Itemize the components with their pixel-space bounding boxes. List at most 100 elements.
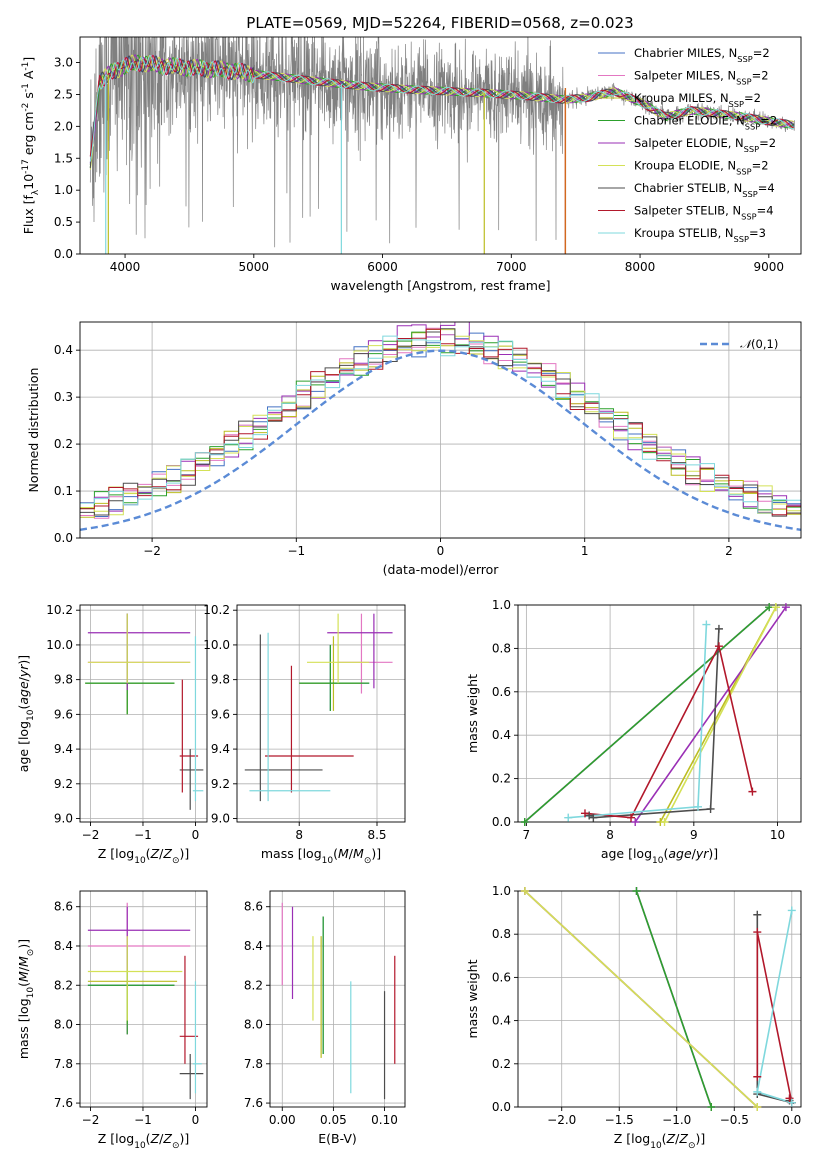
- x-tick-label: 7000: [496, 260, 527, 274]
- weight-marker: [748, 787, 757, 796]
- weight-marker: [520, 818, 529, 826]
- y-tick-label: 0.4: [54, 343, 73, 357]
- y-tick-label: 9.8: [211, 673, 230, 687]
- x-tick-label: −2: [82, 828, 100, 842]
- x-axis-label: wavelength [Angstrom, rest frame]: [330, 278, 550, 293]
- x-tick-label: −2.0: [547, 1113, 576, 1127]
- y-tick-label: 0.1: [54, 484, 73, 498]
- legend-label: Chabrier STELIB, NSSP=4: [634, 181, 775, 199]
- legend-label: Salpeter STELIB, NSSP=4: [634, 204, 774, 222]
- y-tick-label: 9.8: [54, 673, 73, 687]
- y-tick-label: 7.6: [244, 1096, 263, 1110]
- weight-marker: [580, 809, 589, 818]
- plot-area-age_vs_Z: [85, 613, 204, 810]
- y-tick-label: 7.8: [244, 1057, 263, 1071]
- weight-marker: [707, 1103, 716, 1111]
- axes-frame: [79, 890, 208, 1108]
- x-tick-label: 8.5: [367, 828, 386, 842]
- x-tick-label: 0: [192, 828, 200, 842]
- x-tick-label: −2: [82, 1113, 100, 1127]
- y-tick-label: 0.8: [492, 641, 511, 655]
- weight-marker: [765, 603, 774, 612]
- weight-marker: [787, 906, 796, 915]
- weight-marker: [631, 818, 640, 826]
- weight-marker: [781, 603, 790, 612]
- weight-line: [588, 628, 720, 819]
- weight-marker: [753, 1087, 762, 1096]
- y-tick-label: 0.0: [492, 1100, 511, 1114]
- y-tick-label: 0.6: [492, 685, 511, 699]
- weight-marker: [706, 804, 715, 813]
- x-tick-label: 0: [437, 544, 445, 558]
- axes-frame: [517, 890, 802, 1108]
- y-tick-label: 8.2: [54, 978, 73, 992]
- x-tick-label: 0.10: [371, 1113, 398, 1127]
- legend-spectrum: Chabrier MILES, NSSP=2 Salpeter MILES, NS…: [598, 46, 777, 244]
- axes-mass_vs_Z: −2 −1 0 7.6 7.8 8.0 8.2 8.4 8.6 Z [log10(Z/Z⊙)] ma…: [16, 890, 208, 1151]
- axes-residuals: −2 −1 0 1 2 0.0 0.1 0.2 0.3 0.4 (data-model)/error…: [26, 321, 802, 577]
- y-axis-label: mass [log10(M/M⊙)]: [16, 939, 36, 1059]
- x-tick-label: 8: [295, 828, 303, 842]
- plot-area-weight_vs_Z: [524, 891, 795, 1107]
- axes-frame: [236, 604, 406, 823]
- y-tick-label: 9.6: [54, 707, 73, 721]
- x-axis-label: mass [log10(M/M⊙)]: [261, 846, 381, 866]
- x-axis-label: Z [log10(Z/Z⊙)]: [614, 1131, 706, 1151]
- weight-marker: [702, 620, 711, 629]
- plot-area-spectrum: [89, 37, 795, 254]
- plot-area-weight_vs_age: [524, 606, 787, 822]
- weight-marker: [714, 624, 723, 633]
- axes-frame: [79, 321, 802, 539]
- weight-marker: [753, 1103, 762, 1111]
- y-tick-label: 0.0: [492, 815, 511, 829]
- x-tick-label: 8: [606, 828, 614, 842]
- plot-area-age_vs_mass: [244, 613, 393, 802]
- x-tick-label: 5000: [239, 260, 270, 274]
- x-tick-label: 0.0: [782, 1113, 801, 1127]
- y-tick-label: 8.2: [244, 978, 263, 992]
- y-tick-label: 0.8: [492, 927, 511, 941]
- weight-marker: [787, 1098, 796, 1107]
- plot-area-mass_vs_ebv: [281, 902, 396, 1100]
- weight-marker: [753, 1072, 762, 1081]
- axes-frame: [269, 890, 406, 1108]
- weight-marker: [632, 887, 641, 895]
- y-tick-label: 8.4: [54, 939, 73, 953]
- weight-marker: [771, 603, 780, 612]
- axes-mass_vs_ebv: 0.00 0.05 0.10 7.6 7.8 8.0 8.2 8.4 8.6 E(B-V): [244, 890, 406, 1146]
- y-tick-label: 9.2: [211, 777, 230, 791]
- x-tick-label: −1.0: [662, 1113, 691, 1127]
- x-tick-label: −2: [143, 544, 161, 558]
- y-tick-label: 10.2: [46, 603, 73, 617]
- weight-marker: [753, 910, 762, 919]
- x-tick-label: −1: [287, 544, 305, 558]
- y-tick-label: 2.5: [54, 87, 73, 101]
- weight-marker: [660, 818, 669, 826]
- y-tick-label: 8.0: [244, 1018, 263, 1032]
- axes-age_vs_Z: −2 −1 0 9.0 9.2 9.4 9.6 9.8 10.0 10.2 Z [log10(Z/Z…: [16, 603, 208, 866]
- x-tick-label: 7: [523, 828, 531, 842]
- weight-line: [584, 643, 754, 819]
- y-tick-label: 0.5: [54, 215, 73, 229]
- x-axis-label: Z [log10(Z/Z⊙)]: [98, 1131, 190, 1151]
- axes-age_vs_mass: 8 8.5 9.0 9.2 9.4 9.6 9.8 10.0 10.2 mass [log10(M…: [203, 603, 406, 866]
- x-tick-label: 0: [192, 1113, 200, 1127]
- axes-frame: [79, 36, 802, 255]
- x-tick-label: 9000: [754, 260, 785, 274]
- y-tick-label: 2.0: [54, 119, 73, 133]
- weight-line: [663, 606, 777, 822]
- x-tick-label: 0.05: [320, 1113, 347, 1127]
- y-tick-label: 0.2: [492, 772, 511, 786]
- axes-frame: [79, 604, 208, 823]
- y-tick-label: 1.5: [54, 151, 73, 165]
- x-tick-label: −1: [134, 828, 152, 842]
- weight-line: [568, 624, 708, 819]
- plot-area-residuals: [80, 322, 801, 531]
- y-tick-label: 0.2: [492, 1057, 511, 1071]
- x-tick-label: 9: [690, 828, 698, 842]
- y-tick-label: 0.0: [54, 531, 73, 545]
- axes-spectrum: 4000 5000 6000 7000 8000 9000 0.0 0.5 1.0 1.5 2.0 2…: [21, 36, 802, 293]
- y-axis-label: Normed distribution: [26, 368, 41, 493]
- y-tick-label: 8.0: [54, 1018, 73, 1032]
